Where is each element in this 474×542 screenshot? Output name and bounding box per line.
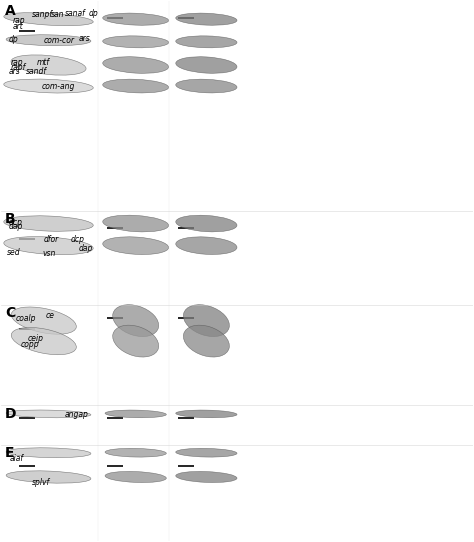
Ellipse shape: [176, 36, 237, 48]
Text: copp: copp: [20, 340, 39, 350]
Ellipse shape: [176, 237, 237, 254]
Text: dp: dp: [9, 35, 18, 44]
Ellipse shape: [113, 325, 159, 357]
Ellipse shape: [103, 13, 169, 25]
Text: sandf: sandf: [26, 67, 47, 76]
Ellipse shape: [6, 35, 91, 46]
Text: ceip: ceip: [27, 334, 43, 343]
Text: coalp: coalp: [16, 314, 36, 323]
Text: com-cor: com-cor: [44, 36, 75, 45]
Text: E: E: [5, 446, 15, 460]
Ellipse shape: [4, 12, 93, 25]
Text: D: D: [5, 407, 17, 421]
Ellipse shape: [176, 410, 237, 418]
Ellipse shape: [6, 471, 91, 483]
Ellipse shape: [176, 57, 237, 73]
Ellipse shape: [176, 472, 237, 482]
Ellipse shape: [183, 305, 229, 337]
Text: angap: angap: [65, 410, 89, 420]
Ellipse shape: [6, 410, 91, 418]
Text: rap: rap: [11, 59, 23, 67]
Text: dcp: dcp: [9, 218, 22, 227]
Ellipse shape: [105, 472, 166, 482]
Ellipse shape: [103, 57, 169, 73]
Text: rapf: rapf: [11, 63, 26, 72]
Ellipse shape: [176, 13, 237, 25]
Text: B: B: [5, 212, 16, 225]
Ellipse shape: [176, 79, 237, 93]
Text: sanaf: sanaf: [65, 9, 86, 18]
Ellipse shape: [105, 410, 166, 418]
Text: art: art: [13, 22, 24, 31]
Text: C: C: [5, 306, 16, 320]
Ellipse shape: [183, 325, 229, 357]
Text: mtf: mtf: [36, 58, 50, 67]
Text: splvf: splvf: [32, 478, 50, 487]
Text: ars: ars: [79, 34, 91, 43]
Ellipse shape: [176, 448, 237, 457]
Text: aiaf: aiaf: [10, 454, 24, 463]
Ellipse shape: [105, 448, 166, 457]
Ellipse shape: [103, 79, 169, 93]
Text: ars: ars: [9, 67, 20, 76]
Text: rap: rap: [13, 16, 26, 25]
Ellipse shape: [4, 216, 93, 231]
Ellipse shape: [4, 79, 93, 93]
Text: dfor: dfor: [44, 235, 59, 244]
Text: sed: sed: [7, 248, 21, 256]
Text: dap: dap: [9, 222, 23, 231]
Text: ce: ce: [46, 311, 55, 320]
Ellipse shape: [4, 237, 93, 255]
Text: com-ang: com-ang: [41, 81, 75, 91]
Ellipse shape: [103, 36, 169, 48]
Ellipse shape: [11, 307, 76, 334]
Text: dap: dap: [78, 244, 92, 254]
Ellipse shape: [11, 327, 76, 354]
Text: dcp: dcp: [71, 235, 85, 244]
Ellipse shape: [103, 237, 169, 255]
Text: san: san: [51, 10, 64, 20]
Ellipse shape: [113, 305, 159, 337]
Ellipse shape: [103, 215, 169, 232]
Ellipse shape: [6, 448, 91, 457]
Text: vsn: vsn: [43, 249, 56, 258]
Text: A: A: [5, 4, 16, 18]
Ellipse shape: [11, 55, 86, 75]
Text: sanpf: sanpf: [32, 10, 53, 20]
Text: dp: dp: [89, 9, 98, 18]
Ellipse shape: [176, 215, 237, 232]
